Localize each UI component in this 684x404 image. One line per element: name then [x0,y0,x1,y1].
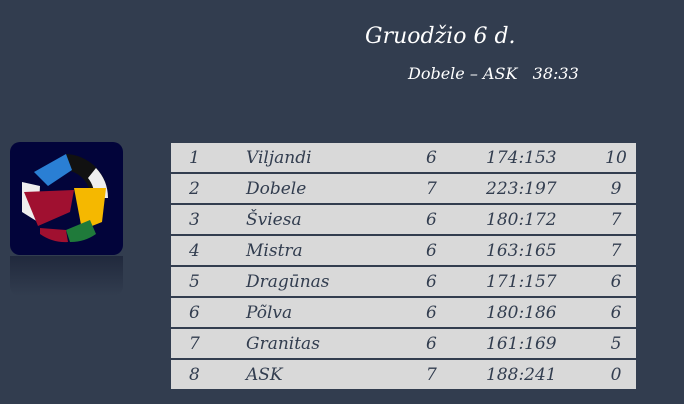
games-cell: 6 [426,204,486,236]
games-cell: 6 [426,266,486,298]
table-row: 6 Põlva 6 180:186 6 [171,297,636,329]
rank-cell: 5 [171,266,246,298]
games-cell: 6 [426,143,486,174]
games-cell: 7 [426,359,486,389]
table-row: 2 Dobele 7 223:197 9 [171,173,636,205]
table-row: 4 Mistra 6 163:165 7 [171,235,636,267]
team-name-cell: Mistra [246,235,426,267]
games-cell: 7 [426,173,486,205]
points-cell: 6 [596,297,636,329]
points-cell: 5 [596,328,636,360]
table-row: 3 Šviesa 6 180:172 7 [171,204,636,236]
rank-cell: 7 [171,328,246,360]
games-cell: 6 [426,297,486,329]
match-result: Dobele – ASK 38:33 [408,64,579,83]
rank-cell: 6 [171,297,246,329]
team-name-cell: Põlva [246,297,426,329]
page-title: Gruodžio 6 d. [365,24,516,49]
team-name-cell: Šviesa [246,204,426,236]
points-cell: 0 [596,359,636,389]
logo-reflection [10,256,123,296]
score-cell: 171:157 [486,266,596,298]
team-name-cell: Viljandi [246,143,426,174]
standings-table: 1 Viljandi 6 174:153 10 2 Dobele 7 223:197 9 3 Švie… [171,143,636,389]
games-cell: 6 [426,235,486,267]
team-name-cell: Dragūnas [246,266,426,298]
points-cell: 9 [596,173,636,205]
points-cell: 7 [596,235,636,267]
table-row: 5 Dragūnas 6 171:157 6 [171,266,636,298]
score-cell: 161:169 [486,328,596,360]
table-row: 7 Granitas 6 161:169 5 [171,328,636,360]
points-cell: 6 [596,266,636,298]
score-cell: 180:172 [486,204,596,236]
rank-cell: 4 [171,235,246,267]
score-cell: 188:241 [486,359,596,389]
score-cell: 163:165 [486,235,596,267]
score-cell: 180:186 [486,297,596,329]
rank-cell: 3 [171,204,246,236]
games-cell: 6 [426,328,486,360]
team-name-cell: Granitas [246,328,426,360]
team-name-cell: Dobele [246,173,426,205]
team-name-cell: ASK [246,359,426,389]
score-cell: 223:197 [486,173,596,205]
points-cell: 10 [596,143,636,174]
rank-cell: 2 [171,173,246,205]
table-row: 1 Viljandi 6 174:153 10 [171,143,636,174]
score-cell: 174:153 [486,143,596,174]
hands-circle-logo [10,142,123,255]
points-cell: 7 [596,204,636,236]
table-row: 8 ASK 7 188:241 0 [171,359,636,389]
rank-cell: 8 [171,359,246,389]
rank-cell: 1 [171,143,246,174]
